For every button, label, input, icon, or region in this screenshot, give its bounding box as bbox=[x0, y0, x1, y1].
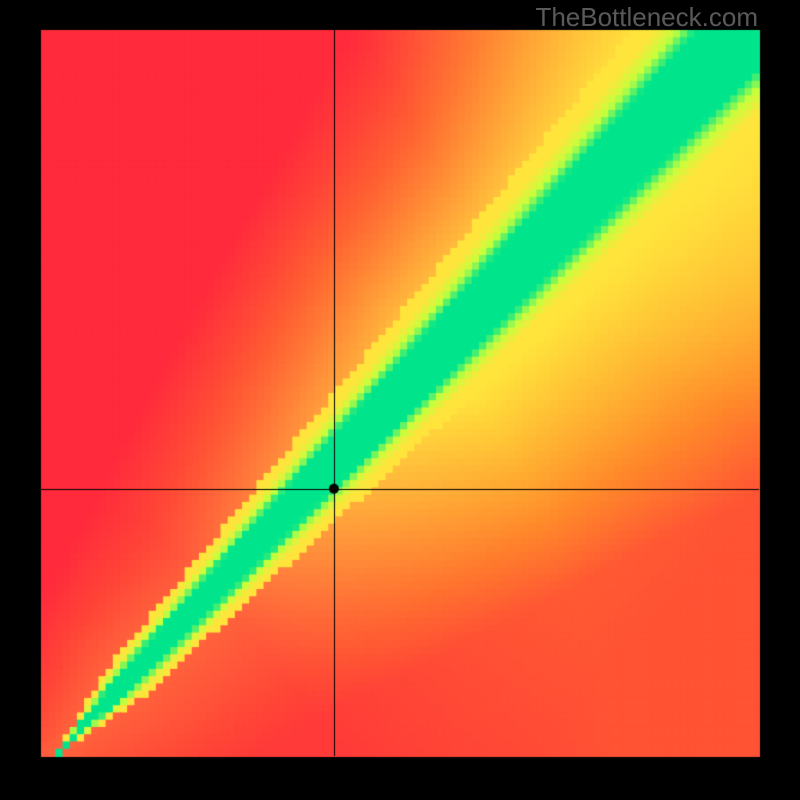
bottleneck-heatmap bbox=[0, 0, 800, 800]
chart-container: TheBottleneck.com bbox=[0, 0, 800, 800]
watermark-text: TheBottleneck.com bbox=[535, 2, 758, 33]
